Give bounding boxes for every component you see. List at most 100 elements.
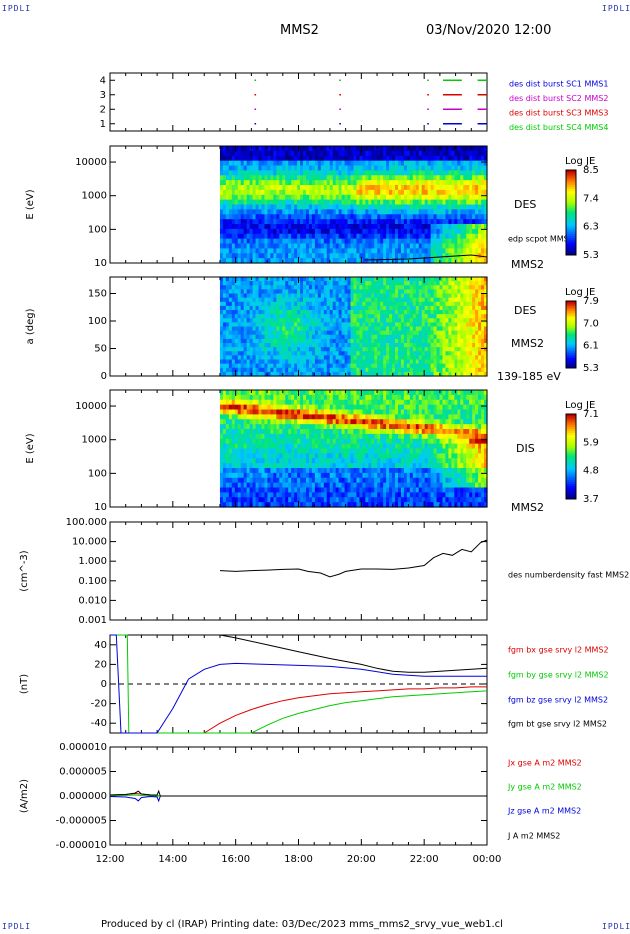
bfield-ylabel: (nT) (19, 674, 30, 694)
colorbar-cell-1 (566, 214, 576, 218)
colorbar-cell-1 (566, 246, 576, 250)
y-tick-label-5: 20 (94, 659, 107, 670)
colorbar-title-1: Log JE (565, 156, 595, 167)
colorbar-cell-1 (566, 193, 576, 196)
corner-label-top-right: IPDLI (602, 4, 630, 13)
colorbar-cell-3 (566, 416, 576, 419)
colorbar-cell-1 (566, 216, 576, 220)
colorbar-cell-3 (566, 452, 576, 455)
colorbar-cell-3 (566, 431, 576, 434)
x-tick-label: 12:00 (96, 854, 125, 865)
colorbar-cell-1 (566, 201, 576, 205)
colorbar-cell-3 (566, 477, 576, 481)
burst-legend-3: des dist burst SC3 MMS3 (509, 109, 608, 118)
y-tick-label-1: 100 (88, 224, 107, 235)
scpot-line (364, 254, 488, 261)
colorbar-cell-1 (566, 180, 576, 184)
heatmap-cells-des_energy (219, 146, 488, 264)
header-spacecraft: MMS2 (280, 23, 319, 38)
y-tick-label-2: 0 (101, 371, 107, 382)
colorbar-cell-2 (566, 316, 576, 319)
bfield-line-3 (219, 634, 488, 673)
colorbar-cell-1 (566, 244, 576, 247)
colorbar-cell-2 (566, 351, 576, 354)
colorbar-cell-3 (566, 422, 576, 426)
colorbar-cell-1 (566, 221, 576, 224)
colorbar-cell-2 (566, 317, 576, 320)
colorbar-cell-2 (566, 347, 576, 351)
colorbar-cell-3 (566, 475, 576, 479)
colorbar-cell-3 (566, 484, 576, 487)
colorbar-cell-2 (566, 352, 576, 356)
y-tick-label-1: 10 (94, 258, 107, 269)
y-tick-label-5: 40 (94, 640, 107, 651)
colorbar-cell-2 (566, 364, 576, 367)
colorbar-cell-2 (566, 306, 576, 309)
colorbar-cell-1 (566, 252, 576, 256)
colorbar-cell-2 (566, 321, 576, 324)
colorbar-tick-2: 7.0 (583, 318, 599, 329)
colorbar-cell-3 (566, 414, 576, 417)
y-tick-label-6: 0.000010 (59, 742, 107, 753)
colorbar-tick-3: 4.8 (583, 466, 599, 477)
colorbar-cell-1 (566, 233, 576, 237)
des-energy-ylabel: E (eV) (25, 189, 36, 219)
colorbar-cell-2 (566, 331, 576, 334)
burst-y-tick-label: 1 (100, 119, 106, 130)
colorbar-cell-2 (566, 346, 576, 349)
colorbar-cell-3 (566, 458, 576, 462)
colorbar-cell-1 (566, 210, 576, 213)
y-tick-label-5: -40 (91, 718, 107, 729)
colorbar-cell-2 (566, 322, 576, 325)
colorbar-cell-3 (566, 424, 576, 428)
colorbar-cell-2 (566, 354, 576, 357)
scpot-label: edp scpot MMS2 (508, 235, 574, 244)
colorbar-cell-2 (566, 359, 576, 362)
colorbar-cell-2 (566, 307, 576, 310)
colorbar-cell-1 (566, 189, 576, 192)
y-tick-label-4: 0.010 (78, 595, 107, 606)
colorbar-cell-3 (566, 482, 576, 485)
colorbar-cell-3 (566, 490, 576, 494)
colorbar-cell-3 (566, 435, 576, 438)
colorbar-cell-1 (566, 227, 576, 230)
colorbar-cell-2 (566, 337, 576, 341)
colorbar-cell-2 (566, 311, 576, 314)
colorbar-cell-3 (566, 488, 576, 491)
colorbar-cell-1 (566, 242, 576, 245)
colorbar-cell-1 (566, 218, 576, 222)
colorbar-cell-1 (566, 225, 576, 228)
panel-burst-frame (109, 72, 488, 132)
burst-y-tick-label: 2 (100, 104, 106, 115)
colorbar-cell-2 (566, 344, 576, 347)
colorbar-frame-3 (565, 413, 577, 500)
colorbar-cell-3 (566, 473, 576, 477)
burst-legend-1: des dist burst SC1 MMS1 (509, 80, 608, 89)
colorbar-cell-3 (566, 448, 576, 451)
colorbar-cell-3 (566, 460, 576, 464)
colorbar-tick-3: 7.1 (583, 409, 599, 420)
y-tick-label-2: 50 (94, 344, 107, 355)
y-tick-label-3: 10000 (75, 401, 107, 412)
des-pitch-sc-label: MMS2 (511, 337, 544, 350)
colorbar-cell-1 (566, 223, 576, 226)
colorbar-cell-1 (566, 229, 576, 233)
y-tick-label-6: -0.000010 (56, 840, 107, 851)
y-tick-label-1: 10000 (75, 157, 107, 168)
colorbar-cell-3 (566, 462, 576, 466)
burst-legend-2: des dist burst SC2 MMS2 (509, 94, 608, 103)
colorbar-title-2: Log JE (565, 287, 595, 298)
heatmap-cells-des_pitch (219, 277, 488, 377)
colorbar-cell-1 (566, 187, 576, 190)
colorbar-cell-1 (566, 195, 576, 199)
colorbar-cell-3 (566, 428, 576, 432)
colorbar-cell-2 (566, 304, 576, 307)
header-datetime: 03/Nov/2020 12:00 (426, 23, 552, 38)
colorbar-tick-1: 5.3 (583, 250, 599, 261)
colorbar-cell-2 (566, 341, 576, 344)
colorbar-tick-2: 6.1 (583, 341, 599, 352)
y-tick-label-3: 10 (94, 502, 107, 513)
bfield-legend-0: fgm bx gse srvy l2 MMS2 (508, 646, 609, 655)
colorbar-tick-3: 3.7 (583, 494, 599, 505)
colorbar-cell-1 (566, 204, 576, 207)
